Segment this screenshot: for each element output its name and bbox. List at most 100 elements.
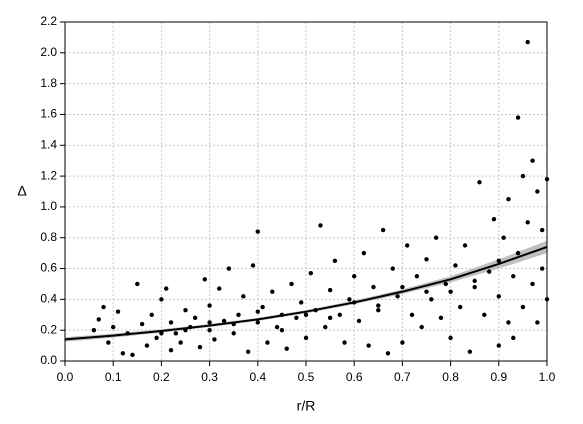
y-tick-label: 0.8 [40, 230, 57, 244]
data-point [525, 39, 530, 45]
data-point [376, 307, 381, 313]
data-point [255, 229, 260, 234]
data-point [525, 220, 530, 225]
x-tick-label: 1.0 [539, 370, 556, 384]
data-point [298, 300, 304, 305]
data-point [332, 258, 338, 264]
data-point [419, 324, 424, 330]
data-point [501, 235, 506, 240]
data-point [462, 243, 468, 248]
data-point [91, 327, 97, 333]
data-point [303, 312, 309, 317]
x-tick-label: 0.3 [201, 370, 218, 384]
data-point [342, 340, 347, 345]
data-point [327, 315, 333, 321]
data-point [226, 266, 232, 271]
data-point [183, 307, 188, 313]
data-point [511, 335, 516, 341]
x-tick-label: 0.7 [394, 370, 411, 384]
x-axis-label: r/R [297, 398, 316, 414]
data-point [530, 158, 535, 163]
data-point [308, 270, 314, 276]
data-point [385, 351, 391, 356]
data-point [212, 337, 217, 342]
data-point [168, 320, 174, 325]
data-point [159, 331, 164, 336]
data-point [111, 324, 116, 330]
data-point [168, 348, 174, 353]
data-point [265, 340, 270, 345]
data-point [467, 349, 473, 354]
data-point [539, 266, 545, 271]
data-point [241, 294, 246, 299]
y-tick-label: 1.4 [40, 137, 57, 151]
data-point [520, 304, 526, 310]
x-tick-label: 0.5 [298, 370, 315, 384]
data-point [337, 312, 342, 317]
y-tick-label: 2.0 [40, 45, 57, 59]
data-point [130, 352, 135, 358]
plot-frame [64, 21, 548, 362]
data-point [279, 327, 285, 333]
data-point [477, 180, 482, 185]
data-point [515, 115, 521, 120]
data-point [255, 320, 260, 325]
data-point [511, 274, 516, 279]
data-point [106, 340, 111, 345]
data-point [303, 335, 309, 341]
data-point [380, 227, 386, 233]
y-tick-label: 1.6 [40, 107, 57, 121]
data-point [515, 250, 521, 256]
data-point [472, 278, 477, 284]
data-point [260, 304, 265, 310]
data-point [323, 324, 328, 330]
data-point [154, 335, 159, 341]
data-point [207, 303, 212, 308]
y-tick-label: 0.0 [40, 353, 57, 367]
data-point [405, 243, 410, 248]
y-tick-label: 0.2 [40, 322, 57, 336]
data-point [327, 287, 333, 293]
data-point [472, 284, 477, 290]
data-point [433, 235, 439, 240]
data-point [289, 281, 294, 287]
data-point [453, 263, 458, 268]
data-point [424, 289, 429, 294]
data-point [366, 343, 371, 348]
x-tick-label: 0.4 [249, 370, 266, 384]
y-tick-label: 0.4 [40, 292, 57, 306]
data-point [496, 343, 501, 348]
data-point [250, 263, 256, 268]
y-tick-label: 1.2 [40, 168, 57, 182]
x-tick-label: 0.9 [490, 370, 507, 384]
data-point [159, 297, 164, 302]
data-point [424, 257, 429, 262]
data-point [144, 343, 150, 348]
data-point [173, 331, 179, 336]
data-point [149, 312, 154, 317]
data-point [496, 294, 501, 299]
data-point [390, 266, 395, 271]
x-tick-label: 0.0 [57, 370, 74, 384]
y-tick-label: 1.0 [40, 199, 57, 213]
data-point [202, 277, 207, 282]
data-point [520, 173, 526, 179]
data-point [207, 327, 212, 333]
data-point [101, 304, 106, 310]
y-axis-label: Δ [17, 183, 26, 199]
data-point [294, 315, 299, 321]
data-point [352, 274, 357, 279]
data-point [400, 284, 405, 290]
data-point [361, 250, 367, 256]
data-point [400, 340, 405, 345]
data-point [376, 303, 381, 308]
data-point [318, 223, 323, 228]
data-point [429, 297, 434, 302]
data-point [491, 217, 497, 222]
data-point [207, 320, 212, 325]
data-point [139, 321, 145, 327]
data-point [506, 197, 511, 202]
data-point [458, 304, 463, 310]
data-point [486, 269, 492, 274]
